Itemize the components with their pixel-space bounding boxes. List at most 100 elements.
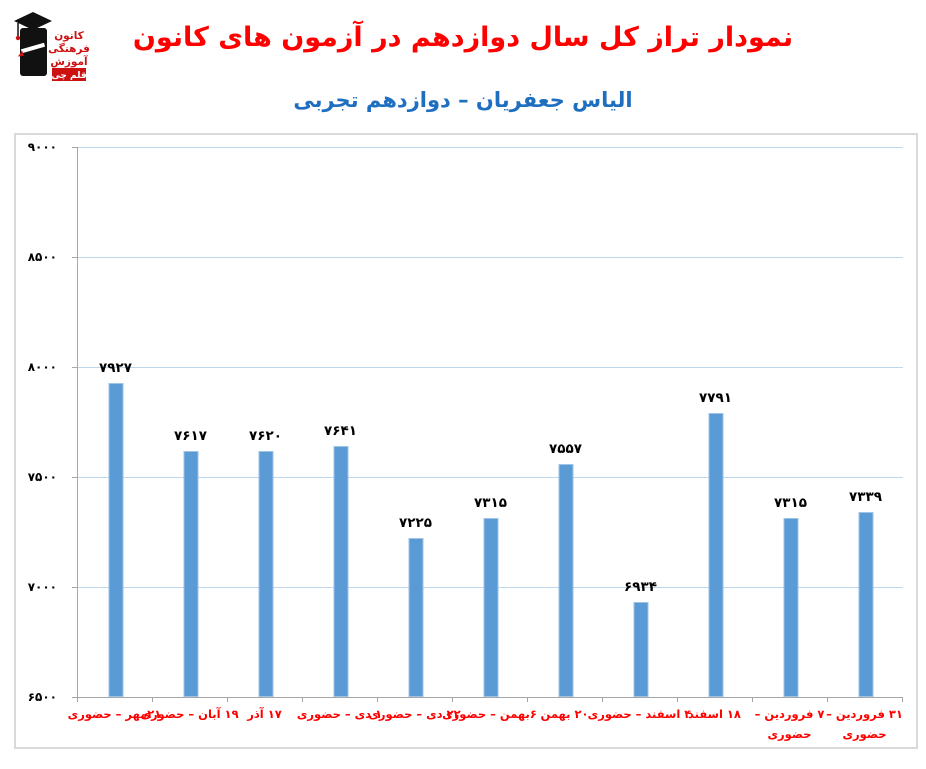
x-axis-label-line: ۷ فروردین – — [754, 707, 825, 721]
x-axis-label-5: ۶بهمن – حضوری — [442, 704, 537, 724]
x-tick-mark-1 — [152, 697, 153, 702]
category-cell-1: ۷۶۱۷ — [153, 147, 228, 697]
bar-1 — [183, 451, 198, 697]
x-axis-label-line: ۱۸ اسفند — [688, 707, 741, 721]
y-tick-mark-6500 — [72, 697, 77, 698]
logo-badge — [52, 68, 86, 81]
value-label-9: ۷۳۱۵ — [774, 494, 807, 511]
x-tick-mark-9 — [752, 697, 753, 702]
plot-area: ۷۹۲۷ ۷۶۱۷ ۷۶۲۰ ۷۶۴۱ ۷۲۲۵ ۷۳۱۵ ۷۵۵۷ ۶۹۳۴ ۷۷۹۱ ۷۳۱۵… — [77, 146, 903, 698]
x-axis-label-line: ۴ اسفند – حضوری — [587, 707, 692, 721]
y-tick-mark-9000 — [72, 147, 77, 148]
x-tick-mark-7 — [602, 697, 603, 702]
x-axis-label-3: ۱ دی – حضوری — [297, 704, 382, 724]
y-tick-mark-8000 — [72, 367, 77, 368]
x-axis-label-line: ۲۰ بهمن — [540, 707, 589, 721]
pen-tip — [17, 51, 24, 57]
chart-title: نمودار تراز کل سال دوازدهم در آزمون های … — [132, 22, 794, 53]
x-axis-label-1: ۱۹ آبان – حضوری — [140, 704, 238, 724]
bar-6 — [558, 464, 573, 697]
kanoon-logo-graphic: کانون فرهنگی آموزش قلم چی — [14, 12, 90, 81]
category-cell-2: ۷۶۲۰ — [228, 147, 303, 697]
category-cell-6: ۷۵۵۷ — [528, 147, 603, 697]
x-axis-label-line: حضوری — [842, 727, 887, 741]
value-label-2: ۷۶۲۰ — [249, 427, 282, 444]
x-axis-label-4: ۲۲ دی – حضوری — [368, 704, 460, 724]
value-label-4: ۷۲۲۵ — [399, 514, 432, 531]
x-axis-label-10: ۳۱ فروردین – حضوری — [826, 704, 903, 744]
logo-word-farhangi: فرهنگی — [48, 42, 90, 55]
y-axis-label-7500: ۷۵۰۰ — [27, 470, 57, 484]
bar-2 — [258, 450, 273, 697]
x-tick-mark-2 — [227, 697, 228, 702]
x-axis-label-line: ۶بهمن – حضوری — [442, 707, 537, 721]
bar-3 — [333, 445, 348, 697]
x-tick-mark-10 — [827, 697, 828, 702]
bar-10 — [858, 512, 873, 697]
x-axis-label-8: ۱۸ اسفند — [688, 704, 741, 724]
x-axis-label-line: ۱۷ آذر — [247, 707, 282, 721]
bar-7 — [633, 601, 648, 697]
bar-5 — [483, 517, 498, 697]
logo-word-kanoon: کانون — [54, 30, 84, 42]
value-label-6: ۷۵۵۷ — [549, 441, 582, 458]
y-axis-label-6500: ۶۵۰۰ — [27, 690, 57, 704]
x-tick-mark-8 — [677, 697, 678, 702]
x-axis-label-6: ۲۰ بهمن — [540, 704, 588, 724]
pen-stripe — [20, 42, 46, 54]
x-axis-label-2: ۱۷ آذر — [247, 704, 282, 724]
chart-frame: ۷۹۲۷ ۷۶۱۷ ۷۶۲۰ ۷۶۴۱ ۷۲۲۵ ۷۳۱۵ ۷۵۵۷ ۶۹۳۴ ۷۷۹۱ ۷۳۱۵… — [14, 133, 918, 749]
bar-4 — [408, 537, 423, 697]
value-label-3: ۷۶۴۱ — [324, 422, 357, 439]
y-axis-label-9000: ۹۰۰۰ — [27, 140, 57, 154]
category-cell-4: ۷۲۲۵ — [378, 147, 453, 697]
x-axis-label-0: ۲۱مهر – حضوری — [68, 704, 162, 724]
graduate-gown — [20, 28, 47, 76]
bar-9 — [783, 517, 798, 697]
x-axis-label-line: ۱ دی – حضوری — [296, 707, 383, 721]
chart-subtitle: الیاس جعفریان – دوازدهم تجربی — [293, 88, 633, 112]
x-axis-label-9: ۷ فروردین – حضوری — [755, 704, 825, 744]
category-cell-3: ۷۶۴۱ — [303, 147, 378, 697]
y-tick-mark-8500 — [72, 257, 77, 258]
x-tick-mark-11 — [902, 697, 903, 702]
category-cell-10: ۷۳۳۹ — [828, 147, 903, 697]
category-cell-8: ۷۷۹۱ — [678, 147, 753, 697]
y-tick-mark-7500 — [72, 477, 77, 478]
x-axis-label-line: ۳۱ فروردین – — [826, 707, 903, 721]
kanoon-logo: کانون فرهنگی آموزش قلم چی — [12, 6, 90, 84]
graduate-cap-icon — [14, 12, 52, 30]
category-cell-9: ۷۳۱۵ — [753, 147, 828, 697]
gridline-9000 — [78, 146, 903, 148]
x-axis-label-line: ۲۲ دی – حضوری — [368, 707, 461, 721]
logo-word-amoozesh: آموزش — [50, 55, 88, 68]
x-tick-mark-4 — [377, 697, 378, 702]
y-axis-label-7000: ۷۰۰۰ — [27, 580, 57, 594]
value-label-5: ۷۳۱۵ — [474, 494, 507, 511]
value-label-1: ۷۶۱۷ — [174, 428, 207, 445]
x-axis-label-line: ۱۹ آبان – حضوری — [140, 707, 239, 721]
gridline-8000 — [78, 366, 903, 368]
bar-8 — [708, 412, 723, 697]
x-tick-mark-3 — [302, 697, 303, 702]
value-label-10: ۷۳۳۹ — [849, 489, 882, 506]
x-axis-label-line: ۲۱مهر – حضوری — [67, 707, 162, 721]
y-axis-label-8000: ۸۰۰۰ — [27, 360, 57, 374]
cap-tassel-tip — [15, 35, 21, 41]
category-cell-7: ۶۹۳۴ — [603, 147, 678, 697]
gridline-8500 — [78, 256, 903, 258]
x-tick-mark-6 — [527, 697, 528, 702]
bar-0 — [108, 383, 123, 697]
y-tick-mark-7000 — [72, 587, 77, 588]
x-tick-mark-0 — [77, 697, 78, 702]
gridline-7500 — [78, 476, 903, 478]
value-label-7: ۶۹۳۴ — [624, 578, 657, 595]
y-axis-label-8500: ۸۵۰۰ — [27, 250, 57, 264]
logo-badge-text: قلم چی — [51, 71, 86, 81]
x-tick-mark-5 — [452, 697, 453, 702]
value-label-8: ۷۷۹۱ — [699, 389, 732, 406]
x-axis-label-line: حضوری — [767, 727, 812, 741]
category-cell-0: ۷۹۲۷ — [78, 147, 153, 697]
category-cell-5: ۷۳۱۵ — [453, 147, 528, 697]
